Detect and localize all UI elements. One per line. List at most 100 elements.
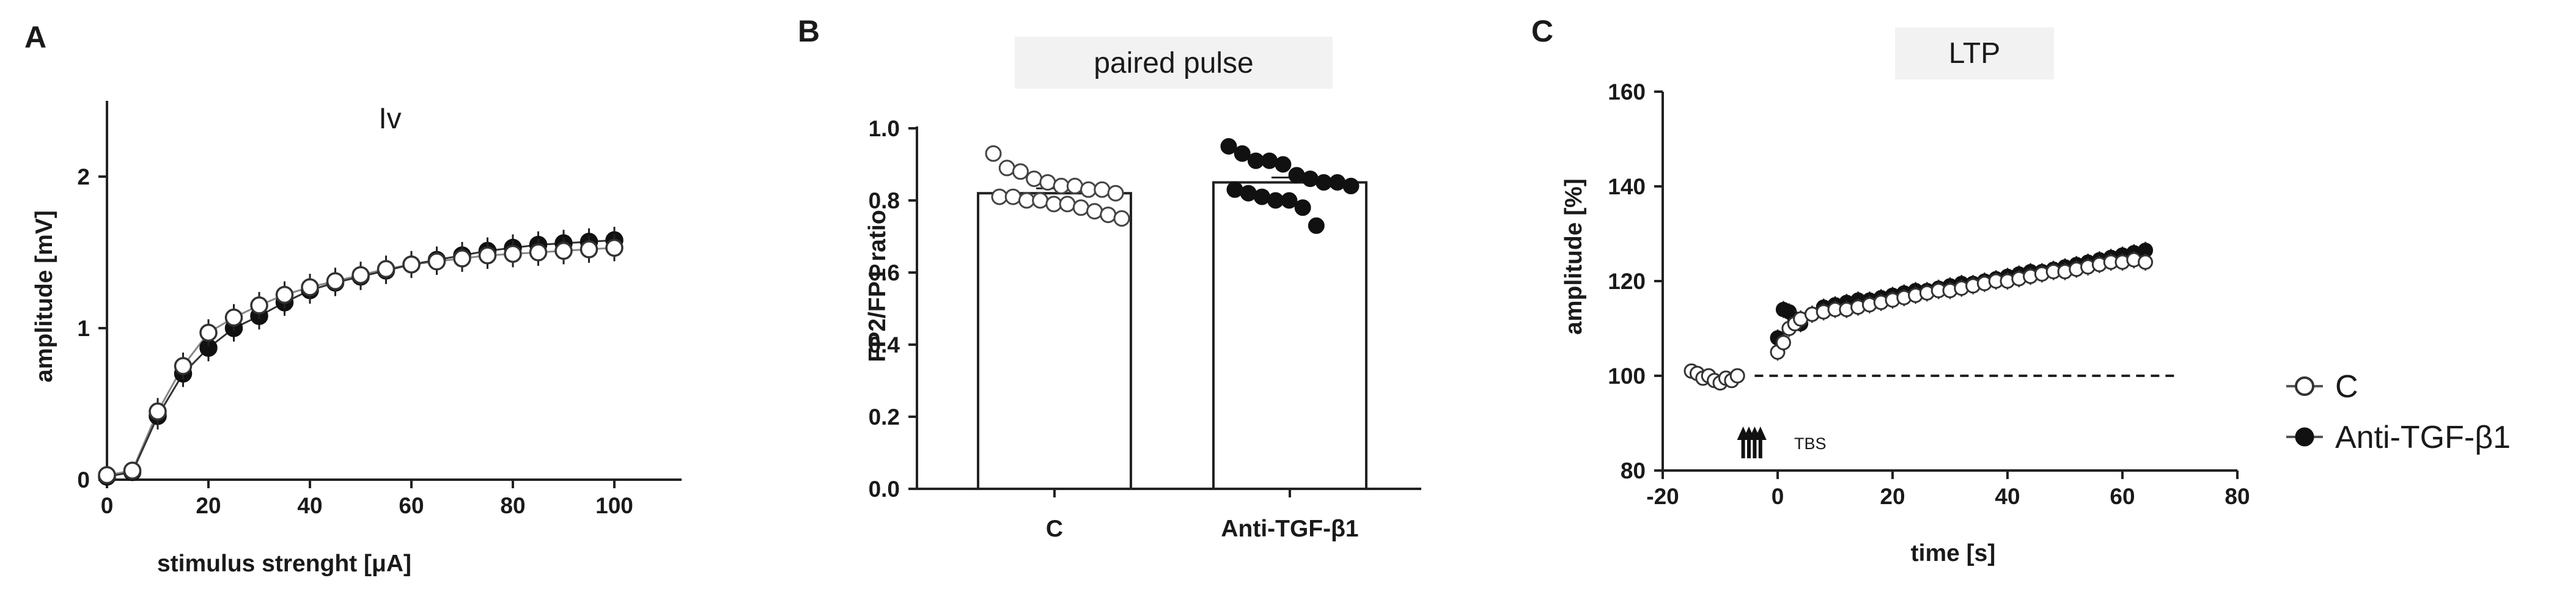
legend-marker-control bbox=[2295, 376, 2314, 396]
chart-c-y-tick-label: 100 bbox=[1608, 364, 1646, 389]
chart-a-point-control bbox=[504, 244, 522, 263]
chart-b-point-treated bbox=[1294, 199, 1311, 216]
chart-a-point-control bbox=[98, 466, 116, 485]
chart-a-point-control bbox=[377, 260, 396, 279]
panel-letter-c: C bbox=[1531, 14, 1553, 48]
chart-b-point-treated bbox=[1342, 177, 1360, 194]
chart-a-point-control bbox=[275, 285, 294, 304]
panel-b-paired-pulse: paired pulse FP2/FP1 ratio 0.00.20.40.60… bbox=[864, 37, 1421, 542]
panel-a-iv-curve: Iv amplitude [mV] stimulus strenght [μA]… bbox=[31, 101, 682, 577]
chart-b-point-treated bbox=[1261, 152, 1278, 169]
chart-c-x-tick-label: 60 bbox=[2110, 484, 2135, 509]
panel-letter-a: A bbox=[24, 20, 46, 54]
chart-b-point-control bbox=[1039, 174, 1056, 191]
chart-b-point-treated bbox=[1247, 152, 1264, 169]
chart-a-x-tick-label: 0 bbox=[101, 493, 114, 518]
legend-marker-treated bbox=[2295, 427, 2314, 447]
chart-b-categories: C Anti-TGF-β1 bbox=[1046, 489, 1359, 542]
chart-b-y-tick-label: 0.2 bbox=[869, 405, 900, 430]
chart-b-point-treated bbox=[1281, 192, 1298, 209]
chart-c-point-control bbox=[1729, 368, 1745, 384]
chart-b-ylabel: FP2/FP1 ratio bbox=[864, 210, 891, 362]
chart-a-x-tick-label: 40 bbox=[297, 493, 322, 518]
chart-b-point-treated bbox=[1253, 188, 1270, 205]
chart-b-point-treated bbox=[1316, 174, 1333, 191]
chart-a-point-control bbox=[301, 278, 319, 296]
chart-b-point-control bbox=[998, 159, 1015, 177]
chart-b-y-tick-label: 0.6 bbox=[869, 260, 900, 285]
chart-a-point-control bbox=[427, 252, 446, 271]
legend-label-treated: Anti-TGF-β1 bbox=[2335, 420, 2511, 455]
chart-a-y-tick-label: 2 bbox=[77, 164, 90, 189]
chart-a-x-tick-label: 100 bbox=[595, 493, 633, 518]
chart-c-x-tick-label: 80 bbox=[2225, 484, 2250, 509]
chart-a-point-control bbox=[351, 266, 370, 284]
chart-b-point-treated bbox=[1301, 170, 1319, 188]
chart-b-point-control bbox=[1032, 192, 1049, 209]
chart-a-x-tick-label: 80 bbox=[500, 493, 525, 518]
chart-c-x-tick-label: 20 bbox=[1880, 484, 1905, 509]
chart-b-point-control bbox=[1072, 199, 1089, 216]
chart-c-y-tick-label: 120 bbox=[1608, 269, 1646, 294]
chart-b-points bbox=[985, 138, 1360, 234]
chart-c-y-tick-label: 140 bbox=[1608, 174, 1646, 199]
chart-a-y-tick-label: 0 bbox=[77, 467, 90, 493]
panel-letter-b: B bbox=[798, 14, 820, 48]
chart-a-point-control bbox=[529, 243, 548, 262]
chart-a-point-control bbox=[605, 238, 624, 257]
chart-b-point-control bbox=[1004, 188, 1021, 205]
chart-b-point-control bbox=[1053, 177, 1070, 194]
chart-a-point-control bbox=[250, 296, 268, 315]
chart-b-point-treated bbox=[1234, 145, 1251, 162]
chart-a-point-control bbox=[199, 323, 218, 342]
chart-b-y-tick-label: 0.8 bbox=[869, 188, 900, 213]
chart-a-ticks: 0 20 40 60 80 100 0 1 2 bbox=[77, 164, 633, 518]
chart-b-y-tick-label: 0.0 bbox=[869, 477, 900, 502]
chart-b-point-treated bbox=[1240, 185, 1257, 202]
chart-c-annotation: TBS bbox=[1794, 434, 1827, 453]
chart-b-category-label: Anti-TGF-β1 bbox=[1221, 516, 1358, 542]
chart-b-point-treated bbox=[1288, 167, 1305, 184]
chart-b-point-control bbox=[985, 145, 1002, 162]
chart-b-point-treated bbox=[1267, 192, 1284, 209]
chart-c-title-box bbox=[1895, 27, 2054, 79]
chart-b-title: paired pulse bbox=[1094, 47, 1254, 79]
chart-a-title: Iv bbox=[378, 103, 401, 135]
chart-c-tbs-arrowhead bbox=[1754, 427, 1767, 440]
chart-b-category-label: C bbox=[1046, 516, 1063, 542]
chart-c-x-tick-label: 0 bbox=[1772, 484, 1784, 509]
chart-b-point-control bbox=[1094, 181, 1111, 198]
chart-a-x-tick-label: 60 bbox=[399, 493, 424, 518]
chart-b-point-control bbox=[1100, 207, 1117, 224]
chart-c-xlabel: time [s] bbox=[1911, 540, 1996, 566]
chart-c-point-control bbox=[1775, 335, 1791, 351]
chart-b-ticks: 0.0 0.2 0.4 0.6 0.8 1.0 bbox=[869, 116, 917, 502]
chart-a-xlabel: stimulus strenght [μA] bbox=[157, 551, 411, 577]
chart-b-bars bbox=[977, 177, 1367, 490]
chart-a-point-control bbox=[402, 255, 421, 274]
chart-b-y-tick-label: 1.0 bbox=[869, 116, 900, 141]
chart-c-title: LTP bbox=[1949, 37, 2000, 70]
chart-b-bar bbox=[977, 192, 1132, 490]
chart-b-point-control bbox=[1086, 203, 1103, 220]
chart-c-x-tick-label: 40 bbox=[1995, 484, 2020, 509]
chart-c-y-tick-label: 80 bbox=[1621, 458, 1646, 483]
chart-a-point-control bbox=[580, 240, 598, 258]
legend-label-control: C bbox=[2335, 369, 2358, 405]
chart-b-bar bbox=[1212, 181, 1367, 490]
chart-c-point-control bbox=[2138, 254, 2154, 270]
chart-b-point-control bbox=[1012, 163, 1029, 180]
chart-b-point-control bbox=[1107, 185, 1124, 202]
chart-a-point-control bbox=[224, 308, 243, 327]
chart-b-point-control bbox=[991, 188, 1008, 205]
chart-b-point-treated bbox=[1329, 174, 1346, 191]
chart-b-point-treated bbox=[1226, 181, 1243, 198]
chart-a-axes bbox=[106, 101, 682, 481]
chart-b-point-control bbox=[1113, 210, 1130, 227]
chart-c-tbs-arrows bbox=[1737, 427, 1767, 458]
chart-a-point-control bbox=[326, 272, 345, 290]
chart-b-point-control bbox=[1080, 181, 1097, 198]
chart-b-point-control bbox=[1066, 177, 1083, 194]
chart-a-point-control bbox=[478, 246, 497, 265]
